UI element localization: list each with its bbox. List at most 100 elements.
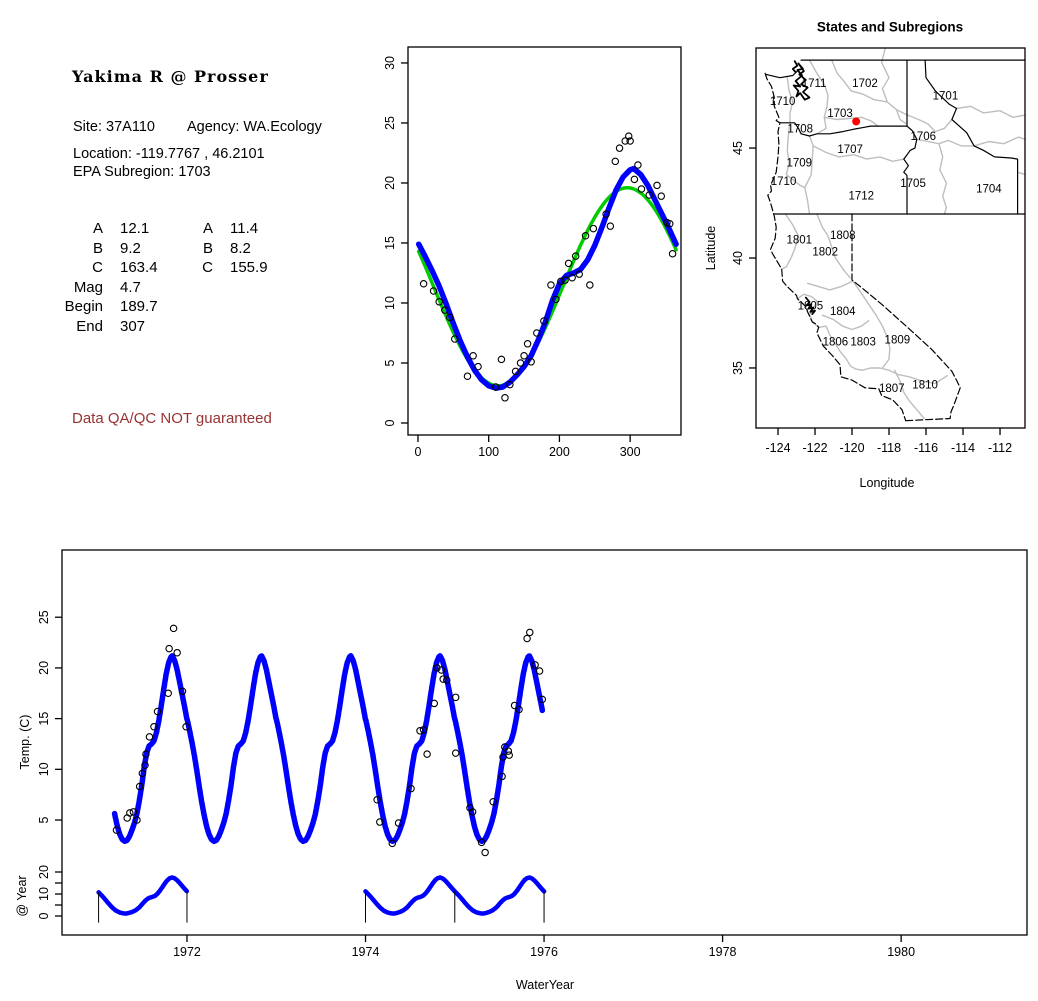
scatter-point — [526, 628, 534, 637]
fit-stat-label: Begin — [64, 298, 103, 315]
timeseries-ylabel: Temp. (C) — [18, 714, 32, 770]
subregion-boundary — [955, 105, 1026, 118]
scatter-point — [552, 295, 560, 304]
site-agency-line: Site: 37A110 Agency: WA.Ecology — [73, 119, 322, 135]
map-xlabel: Longitude — [859, 476, 915, 490]
scatter-point — [416, 727, 424, 735]
site-title: Yakima R @ Prosser — [72, 66, 269, 86]
y-tick-label: 5 — [37, 816, 51, 823]
fit-stat-label: End — [76, 317, 103, 335]
state-boundary — [903, 125, 918, 215]
scatter-point — [150, 722, 158, 731]
subregion-boundary — [852, 280, 891, 369]
map-ylabel: Latitude — [704, 225, 718, 271]
y-tick-label: 15 — [37, 712, 51, 726]
region-label: 1803 — [850, 337, 876, 349]
scatter-point — [501, 394, 509, 402]
x-tick-label: 1980 — [887, 945, 915, 959]
region-label: 1710 — [770, 96, 796, 108]
y-tick-label: 35 — [731, 361, 745, 375]
region-label: 1701 — [933, 90, 959, 102]
scatter-point — [164, 689, 172, 698]
fit-stat-value: 307 — [120, 317, 146, 335]
scatter-point — [657, 192, 666, 200]
fit-stat-label — [198, 278, 213, 298]
fit-stat-value: 4.7 — [120, 278, 141, 296]
scatter-point — [469, 352, 477, 360]
region-label: 1708 — [787, 123, 813, 135]
subregion-boundary — [781, 213, 800, 270]
fit-stat-label: B — [202, 239, 213, 257]
scatter-point — [178, 687, 187, 695]
scatter-point — [138, 769, 147, 778]
fit-stat-value: 155.9 — [230, 259, 268, 276]
fit-stat-row: Mag 4.7 — [45, 278, 303, 298]
region-label: 1801 — [786, 234, 812, 246]
subregion-boundary — [785, 122, 806, 189]
y-tick-label: 10 — [37, 762, 51, 776]
scatter-point — [435, 298, 443, 306]
scatter-point — [437, 666, 446, 674]
scatter-point — [153, 707, 162, 716]
fit-stat-value: 9.2 — [120, 239, 141, 257]
subregion-boundary — [812, 145, 905, 162]
fit-stat-label: Mag — [73, 278, 103, 296]
region-label: 1707 — [837, 144, 863, 156]
inset-pattern-curve — [96, 875, 190, 916]
x-tick-label: -120 — [840, 441, 865, 455]
fit-stat-label: C — [202, 259, 213, 276]
y-tick-label: 5 — [383, 359, 397, 366]
scatter-point — [468, 808, 477, 816]
scatter-point — [531, 661, 539, 669]
inset-tick-label: 10 — [37, 887, 51, 901]
scatter-point — [505, 751, 513, 759]
region-label: 1808 — [830, 230, 856, 242]
scatter-point — [645, 191, 653, 199]
scatter-point — [141, 761, 149, 770]
scatter-point — [516, 359, 525, 367]
scatter-point — [169, 624, 178, 633]
scatter-point — [666, 220, 674, 228]
scatter-point — [533, 329, 541, 337]
scatter-point — [653, 181, 661, 190]
subregion-boundary — [816, 213, 851, 279]
x-tick-label: 1978 — [709, 945, 737, 959]
subregion-boundary — [821, 314, 870, 331]
coast-detail — [791, 60, 799, 74]
seasonal-model-curve — [111, 653, 546, 845]
region-label: 1809 — [885, 334, 911, 346]
y-tick-label: 15 — [383, 236, 397, 250]
x-tick-label: 100 — [478, 445, 499, 459]
scatter-point — [133, 816, 141, 824]
scatter-point — [575, 270, 583, 278]
fit-stat-label — [198, 297, 213, 317]
scatter-point — [443, 676, 451, 684]
scatter-point — [538, 695, 547, 704]
fit-stat-row: End 307 — [45, 317, 303, 337]
plot-frame — [755, 47, 1026, 429]
scatter-point — [441, 306, 449, 314]
scatter-point — [450, 335, 459, 343]
scatter-point — [430, 699, 439, 708]
scatter-point — [489, 798, 497, 806]
y-tick-label: 0 — [383, 419, 397, 426]
scatter-point — [630, 175, 639, 184]
x-tick-label: -124 — [766, 441, 791, 455]
scatter-point — [547, 281, 555, 289]
subregion-boundary — [1016, 171, 1026, 176]
region-label: 1703 — [827, 108, 853, 120]
scatter-point — [419, 726, 428, 734]
scatter-point — [523, 634, 531, 643]
x-tick-label: 0 — [414, 445, 421, 459]
fit-stat-row: B 9.2 B 8.2 — [45, 239, 303, 259]
x-tick-label: 1974 — [352, 945, 380, 959]
fit-stat-row: Begin 189.7 — [45, 297, 303, 317]
fit-stat-value: 189.7 — [120, 298, 158, 315]
timeseries-xlabel: WaterYear — [515, 978, 575, 992]
scatter-point — [611, 157, 620, 166]
scatter-point — [376, 818, 384, 826]
scatter-point — [589, 224, 598, 233]
scatter-point — [439, 675, 447, 683]
state-boundary — [851, 213, 961, 422]
